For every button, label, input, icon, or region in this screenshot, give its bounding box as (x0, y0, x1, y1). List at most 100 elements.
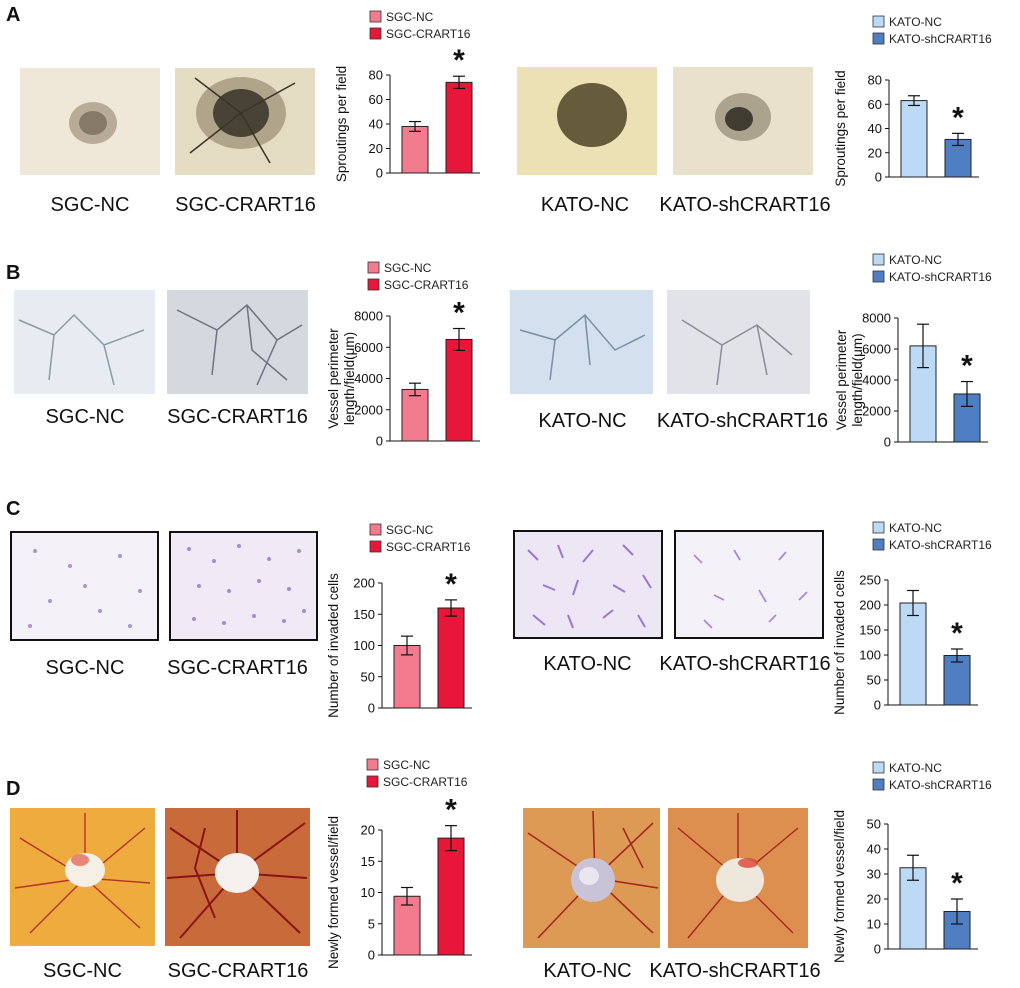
micrograph-kato-nc-tube (510, 290, 653, 394)
bar-chart-d-sgc: SGC-NC SGC-CRART16 Newly formed vessel/fie… (326, 758, 472, 969)
bar (900, 100, 928, 178)
legend-swatch (369, 27, 382, 40)
caption-a-kato-nc: KATO-NC (540, 194, 630, 216)
y-tick-label: 0 (874, 698, 881, 713)
bar (899, 602, 927, 706)
micrograph-sgc-crart16-tube (167, 290, 308, 394)
y-tick-label: 50 (361, 669, 375, 684)
micrograph-kato-shcrart16-transwell (674, 530, 824, 639)
bar-chart-b-sgc: SGC-NC SGC-CRART16 Vessel perimeterlength/… (326, 261, 480, 449)
photo-sgc-nc-cam (10, 808, 155, 946)
bar (437, 607, 465, 709)
y-tick-label: 150 (859, 623, 881, 638)
legend-swatch (872, 761, 885, 774)
y-tick-label: 250 (859, 573, 881, 588)
legend-swatch (369, 540, 382, 553)
legend-swatch (872, 778, 885, 791)
legend-label: KATO-shCRART16 (889, 778, 992, 792)
y-tick-label: 40 (868, 121, 882, 136)
y-tick-label: 60 (369, 92, 383, 107)
y-tick-label: 80 (369, 68, 383, 83)
y-tick-label: 20 (361, 823, 375, 838)
y-tick-label: 20 (867, 892, 881, 907)
significance-asterisk: * (952, 101, 964, 134)
bar (445, 81, 473, 174)
bar (943, 655, 971, 706)
y-tick-label: 0 (368, 948, 375, 963)
legend-swatch (872, 15, 885, 28)
bar-chart-a-sgc: SGC-NC SGC-CRART16 Sproutings per field 0 20… (334, 10, 480, 182)
legend-label: KATO-NC (889, 253, 942, 267)
legend-swatch (367, 278, 380, 291)
y-tick-label: 80 (868, 73, 882, 88)
y-tick-label: 100 (859, 648, 881, 663)
caption-c-kato-nc: KATO-NC (543, 653, 632, 675)
legend-swatch (872, 538, 885, 551)
micrograph-kato-nc-sprouting (517, 67, 657, 175)
y-tick-label: 2000 (354, 402, 383, 417)
y-tick-label: 20 (868, 145, 882, 160)
y-tick-label: 0 (874, 942, 881, 957)
bar-chart-a-kato: KATO-NC KATO-shCRART16 Sproutings per fiel… (833, 15, 992, 187)
legend-swatch (872, 521, 885, 534)
legend-label: SGC-NC (384, 261, 432, 275)
legend-swatch (367, 261, 380, 274)
bar-chart-d-kato: KATO-NC KATO-shCRART16 Newly formed vessel… (832, 761, 992, 963)
legend-label: KATO-shCRART16 (889, 32, 992, 46)
caption-d-sgc-crart16: SGC-CRART16 (167, 960, 309, 982)
y-tick-label: 0 (376, 434, 383, 449)
legend-swatch (366, 758, 379, 771)
y-tick-label: 100 (353, 638, 375, 653)
bar (401, 125, 429, 174)
micrograph-sgc-nc-transwell (10, 531, 159, 641)
y-axis-label: Sproutings per field (334, 66, 349, 182)
micrograph-kato-shcrart16-sprouting (673, 67, 813, 175)
photo-kato-nc-cam (523, 808, 660, 948)
legend-swatch (366, 775, 379, 788)
caption-a-sgc-nc: SGC-NC (50, 194, 130, 216)
significance-asterisk: * (445, 794, 457, 827)
bar (899, 867, 927, 950)
y-tick-label: 50 (867, 817, 881, 832)
legend-label: KATO-NC (889, 15, 942, 29)
y-tick-label: 15 (361, 854, 375, 869)
y-axis-label: Number of invaded cells (326, 573, 341, 718)
y-tick-label: 8000 (862, 311, 891, 326)
bar-chart-c-kato: KATO-NC KATO-shCRART16 Number of invaded c… (832, 521, 992, 715)
y-axis-label: Vessel perimeterlength/field(μm) (834, 329, 865, 430)
legend-label: SGC-CRART16 (384, 278, 469, 292)
panel-letter-a: A (6, 4, 21, 26)
caption-a-sgc-crart16: SGC-CRART16 (175, 194, 316, 216)
y-tick-label: 200 (859, 598, 881, 613)
bar-chart-c-sgc: SGC-NC SGC-CRART16 Number of invaded cells… (326, 523, 472, 718)
panel-letter-c: C (6, 498, 21, 520)
legend-label: SGC-CRART16 (386, 540, 471, 554)
legend-label: KATO-NC (889, 761, 942, 775)
legend-label: KATO-NC (889, 521, 942, 535)
y-tick-label: 0 (368, 701, 375, 716)
bar (445, 338, 473, 442)
caption-c-sgc-nc: SGC-NC (45, 657, 125, 679)
significance-asterisk: * (445, 568, 457, 601)
significance-asterisk: * (453, 297, 465, 330)
legend-swatch (369, 523, 382, 536)
y-tick-label: 10 (867, 917, 881, 932)
y-axis-label: Vessel perimeterlength/field(μm) (326, 328, 357, 429)
bar (393, 645, 421, 709)
y-axis-label: Newly formed vessel/field (326, 816, 341, 969)
y-tick-label: 30 (867, 867, 881, 882)
photo-kato-shcrart16-cam (668, 808, 808, 948)
significance-asterisk: * (961, 350, 973, 383)
legend-swatch (872, 253, 885, 266)
y-tick-label: 10 (361, 885, 375, 900)
y-tick-label: 60 (868, 97, 882, 112)
legend-label: SGC-NC (383, 758, 431, 772)
micrograph-kato-shcrart16-tube (667, 290, 810, 394)
panel-letter-b: B (6, 262, 21, 284)
y-tick-label: 2000 (862, 404, 891, 419)
y-axis-label: Sproutings per field (833, 70, 848, 186)
photo-sgc-crart16-cam (165, 808, 310, 946)
y-tick-label: 150 (353, 607, 375, 622)
y-axis-label: Number of invaded cells (832, 570, 847, 715)
panel-letter-d: D (6, 778, 21, 800)
